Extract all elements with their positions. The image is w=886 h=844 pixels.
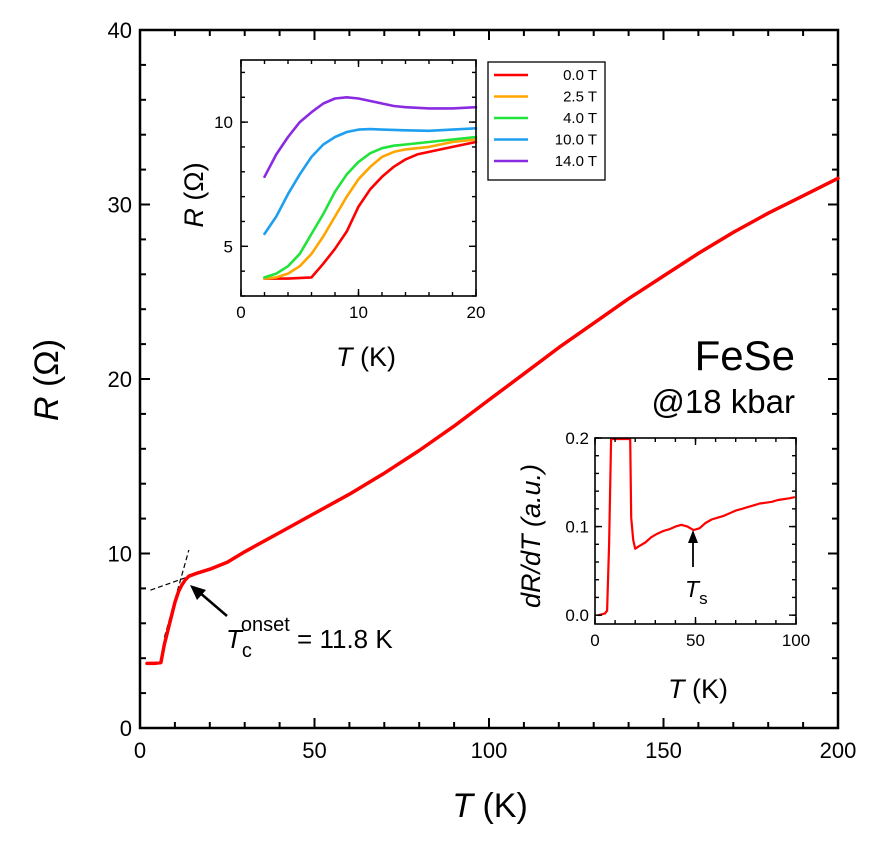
x-tick-label: 0: [236, 303, 245, 322]
y-tick-label: 10: [214, 113, 233, 132]
material-label: FeSe: [695, 332, 795, 379]
tc-label: Tc onset = 11.8 K: [226, 614, 393, 662]
inset-derivative-plot: 0 50 100 0.0 0.1 0.2 T (K) dR/dT (a.u.) Ts: [516, 429, 810, 704]
y-tick-label: 20: [108, 367, 132, 392]
x-tick-label: 150: [645, 738, 682, 763]
ts-symbol: T: [685, 576, 701, 602]
series-line-14-0-t: [263, 96, 478, 179]
y-tick-label: 40: [108, 18, 132, 43]
ts-subscript: s: [699, 589, 708, 608]
tc-value: = 11.8 K: [290, 624, 394, 654]
y-tick-label: 0.0: [565, 606, 589, 625]
series-line-r-t-: [145, 176, 840, 666]
tc-arrow-line: [198, 591, 228, 617]
legend-label: 10.0 T: [555, 132, 597, 149]
inset-derivative-ylabel: dR/dT (a.u.): [516, 464, 546, 608]
x-tick-label: 0: [134, 738, 146, 763]
main-xlabel: T (K): [452, 787, 528, 825]
legend-items: 0.0 T 2.5 T 4.0 T 10.0 T 14.0 T: [494, 67, 597, 170]
x-tick-label: 200: [820, 738, 857, 763]
x-tick-label: 100: [782, 631, 810, 650]
y-tick-label: 0: [120, 716, 132, 741]
inset-derivative-xlabel: T (K): [668, 674, 728, 704]
x-tick-label: 50: [302, 738, 326, 763]
inset-field-plot: 0 10 20 5 10 T (K) R (Ω) 0.0 T 2.5 T 4.0 T 10.0…: [179, 59, 606, 372]
inset-field-ylabel: R (Ω): [179, 162, 209, 227]
x-tick-label: 20: [467, 303, 486, 322]
y-tick-label: 0.2: [565, 429, 589, 448]
series-line-4-0-t: [263, 135, 478, 279]
tc-symbol: T: [226, 624, 244, 654]
tc-superscript: onset: [241, 614, 290, 636]
inset-derivative-ticks: [594, 437, 797, 624]
main-series: [145, 176, 840, 666]
x-tick-label: 50: [686, 631, 705, 650]
y-tick-label: 5: [224, 237, 233, 256]
y-tick-label: 10: [108, 542, 132, 567]
series-line-2-5-t: [263, 138, 478, 280]
legend-label: 0.0 T: [563, 67, 597, 84]
inset-field-series: [263, 96, 478, 280]
legend-label: 2.5 T: [563, 89, 597, 106]
series-line-10-0-t: [263, 127, 478, 236]
x-tick-label: 0: [590, 631, 599, 650]
pressure-label: @18 kbar: [651, 383, 795, 420]
y-tick-label: 30: [108, 193, 132, 218]
main-ylabel: R (Ω): [28, 339, 66, 421]
inset-derivative-background: [595, 438, 796, 624]
tc-subscript: c: [242, 640, 252, 662]
inset-derivative-series: [597, 437, 796, 617]
main-ticks: [139, 29, 839, 729]
inset-field-tick-labels: 0 10 20 5 10: [214, 113, 485, 322]
series-line-0-0-t: [263, 140, 478, 280]
inset-derivative-tick-labels: 0 50 100 0.0 0.1 0.2: [565, 429, 810, 650]
legend-label: 4.0 T: [563, 110, 597, 127]
transition-extrapolation: [163, 549, 190, 638]
inset-field-xlabel: T (K): [336, 342, 396, 372]
ts-label: Ts: [685, 576, 708, 608]
tc-arrow-head: [190, 585, 206, 600]
x-tick-label: 100: [471, 738, 508, 763]
y-tick-label: 0.1: [565, 518, 589, 537]
legend-label: 14.0 T: [555, 153, 597, 170]
inset-field-ticks: [240, 60, 477, 297]
ts-arrow-head: [688, 530, 698, 543]
x-tick-label: 10: [349, 303, 368, 322]
series-line-dr-dt: [597, 437, 796, 617]
inset-field-legend: 0.0 T 2.5 T 4.0 T 10.0 T 14.0 T: [487, 61, 606, 181]
